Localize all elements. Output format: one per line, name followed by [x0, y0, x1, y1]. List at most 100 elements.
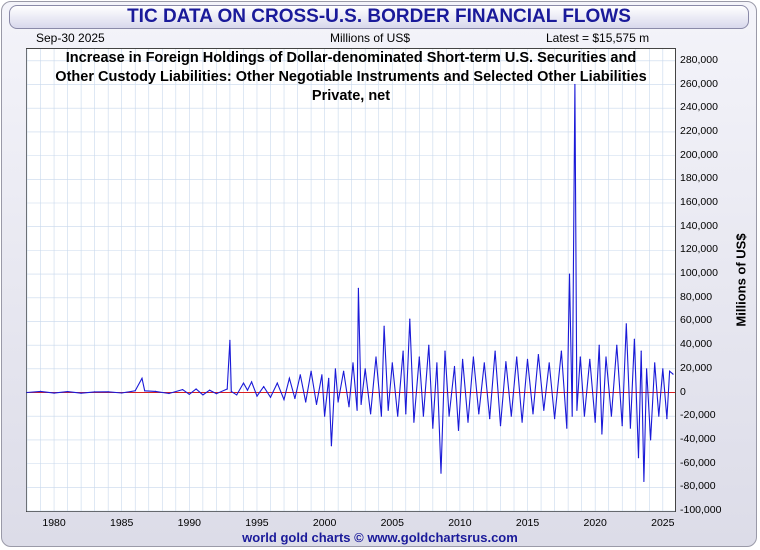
- data-point: [453, 365, 456, 368]
- data-point: [94, 391, 96, 393]
- data-point: [168, 392, 170, 395]
- y-tick-label: 260,000: [680, 77, 718, 90]
- data-point: [387, 409, 389, 411]
- data-point: [505, 361, 507, 363]
- data-point: [594, 421, 596, 423]
- data-point: [67, 391, 69, 393]
- data-point: [598, 344, 600, 346]
- data-point: [589, 358, 591, 360]
- data-point: [629, 427, 632, 429]
- data-point: [571, 415, 573, 417]
- y-tick-label: 240,000: [680, 101, 718, 114]
- data-point: [134, 390, 136, 392]
- x-tick-label: 2010: [448, 517, 472, 529]
- data-point: [568, 273, 571, 275]
- x-tick-label: 1985: [110, 517, 134, 529]
- y-tick-label: 280,000: [680, 53, 718, 66]
- data-point: [230, 390, 232, 392]
- data-point: [182, 389, 184, 391]
- data-point: [646, 368, 648, 370]
- data-points: [26, 83, 674, 482]
- data-point: [360, 403, 362, 405]
- y-tick-label: 140,000: [680, 219, 718, 232]
- data-point: [80, 392, 82, 394]
- y-tick-label: 200,000: [680, 148, 718, 161]
- data-point: [625, 323, 627, 325]
- data-point: [141, 377, 143, 379]
- data-point: [462, 358, 464, 360]
- x-tick-label: 1995: [245, 517, 269, 529]
- data-point: [526, 358, 529, 360]
- data-point: [574, 83, 576, 86]
- data-point: [510, 415, 512, 417]
- y-tick-label: -60,000: [680, 456, 716, 469]
- chart-title-line-2: Other Custody Liabilities: Other Negotia…: [55, 69, 647, 85]
- data-point: [436, 362, 438, 364]
- chart-title-line-3: Private, net: [311, 88, 391, 104]
- y-tick-label: 60,000: [680, 314, 713, 327]
- data-point: [294, 397, 296, 400]
- data-point: [566, 427, 568, 429]
- data-point: [121, 392, 123, 394]
- x-tick-label: 2020: [583, 517, 607, 529]
- data-point: [610, 415, 613, 417]
- x-tick-label: 2005: [380, 517, 404, 529]
- data-point: [321, 374, 323, 376]
- data-point: [226, 388, 228, 390]
- data-point: [472, 356, 474, 358]
- data-point: [483, 362, 485, 364]
- data-point: [658, 415, 660, 417]
- x-tick-label: 2015: [515, 517, 540, 529]
- y-tick-label: -20,000: [680, 409, 716, 422]
- y-axis-label: Millions of US$: [733, 233, 749, 327]
- chart-title: Increase in Foreign Holdings of Dollar-d…: [26, 49, 676, 106]
- data-point: [666, 418, 668, 420]
- data-point: [637, 457, 640, 459]
- y-tick-label: 40,000: [680, 338, 713, 351]
- data-point: [375, 356, 377, 358]
- data-point: [39, 390, 42, 392]
- y-tick-label: -100,000: [680, 504, 722, 516]
- y-tick-label: -40,000: [680, 432, 716, 445]
- data-point: [328, 377, 330, 379]
- data-point: [343, 370, 345, 372]
- data-point: [579, 356, 581, 358]
- data-point: [499, 425, 502, 427]
- data-point: [548, 362, 550, 364]
- data-point: [256, 395, 258, 397]
- data-point: [299, 374, 301, 376]
- data-point: [263, 386, 265, 388]
- y-tick-label: 120,000: [680, 243, 718, 256]
- data-point: [324, 415, 326, 417]
- y-tick-label: -80,000: [680, 480, 716, 493]
- data-point: [418, 356, 420, 358]
- data-point: [662, 368, 664, 370]
- data-point: [543, 409, 545, 411]
- data-point: [516, 356, 518, 358]
- data-point: [236, 394, 238, 396]
- data-point: [405, 413, 407, 415]
- credit-line: world gold charts © www.goldchartsrus.co…: [242, 530, 518, 545]
- data-point: [489, 418, 491, 420]
- data-point: [315, 403, 318, 405]
- data-point: [364, 368, 366, 370]
- data-point: [276, 382, 278, 384]
- y-tick-label: 160,000: [680, 196, 718, 208]
- data-point: [348, 406, 350, 408]
- data-point: [448, 415, 450, 417]
- data-point: [334, 368, 336, 370]
- data-point: [467, 421, 469, 423]
- y-tick-label: 0: [680, 385, 686, 398]
- x-tick-label: 2025: [651, 517, 675, 529]
- data-point: [215, 393, 217, 395]
- data-point: [413, 421, 415, 423]
- data-point: [440, 472, 442, 474]
- data-point: [330, 445, 332, 447]
- y-tick-label: 20,000: [680, 361, 713, 374]
- date-label: Sep-30 2025: [36, 31, 105, 45]
- data-point: [444, 350, 446, 352]
- data-point: [669, 370, 671, 372]
- data-point: [288, 377, 290, 379]
- x-tick-label: 1990: [177, 517, 202, 529]
